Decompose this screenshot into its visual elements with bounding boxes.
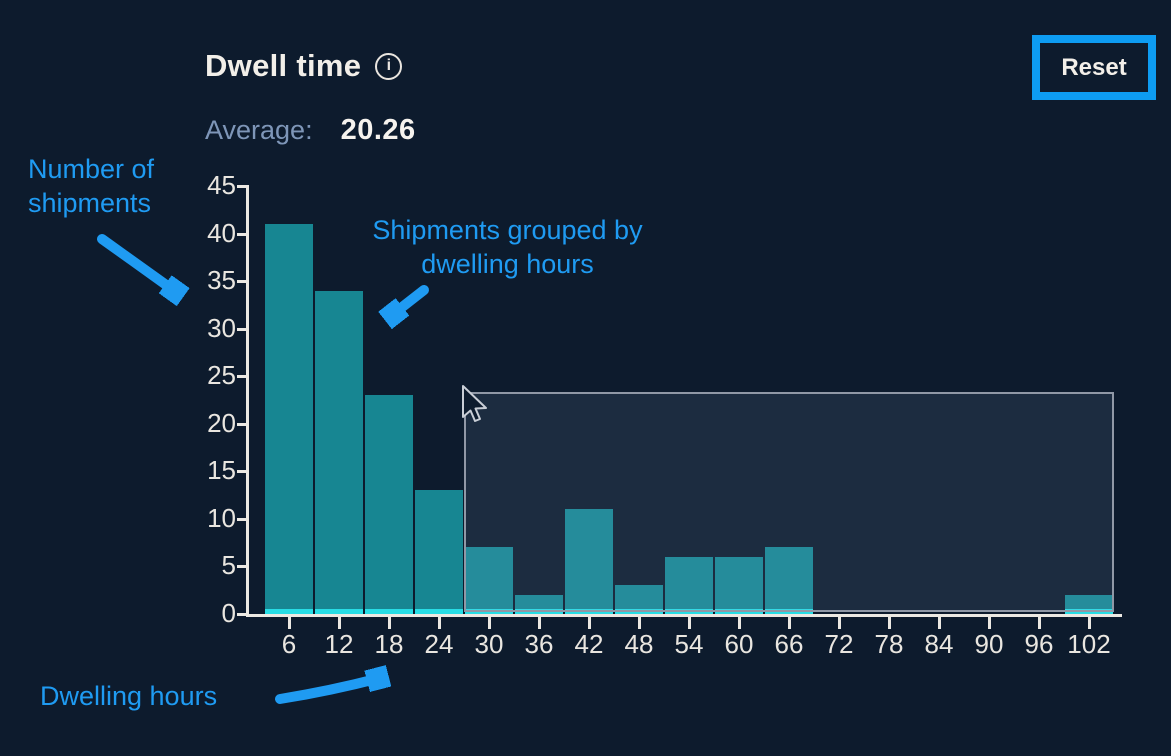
x-axis-label: 84 xyxy=(914,629,964,660)
histogram-bar[interactable] xyxy=(415,490,463,614)
histogram-bar[interactable] xyxy=(265,224,313,614)
y-axis-label: 40 xyxy=(140,218,236,249)
x-axis-tick xyxy=(588,617,591,629)
x-axis-annotation: Dwelling hours xyxy=(40,679,217,713)
x-axis-tick xyxy=(888,617,891,629)
y-axis-tick xyxy=(237,470,248,473)
y-axis-label: 30 xyxy=(140,313,236,344)
y-axis-tick xyxy=(237,613,248,616)
y-axis-tick xyxy=(237,565,248,568)
x-axis-tick xyxy=(688,617,691,629)
x-axis-label: 30 xyxy=(464,629,514,660)
chart-header: Dwell time i xyxy=(205,48,402,84)
y-axis-line xyxy=(246,185,249,617)
x-axis-label: 6 xyxy=(264,629,314,660)
x-axis-label: 24 xyxy=(414,629,464,660)
x-axis-label: 102 xyxy=(1064,629,1114,660)
average-row: Average: 20.26 xyxy=(205,114,416,147)
x-axis-tick xyxy=(988,617,991,629)
x-axis-tick xyxy=(788,617,791,629)
x-axis-label: 96 xyxy=(1014,629,1064,660)
y-axis-label: 15 xyxy=(140,455,236,486)
x-axis-tick xyxy=(1088,617,1091,629)
x-axis-tick xyxy=(288,617,291,629)
y-axis-tick xyxy=(237,233,248,236)
x-axis-tick xyxy=(488,617,491,629)
x-axis-label: 72 xyxy=(814,629,864,660)
y-axis-tick xyxy=(237,328,248,331)
x-axis-tick xyxy=(638,617,641,629)
x-axis-label: 78 xyxy=(864,629,914,660)
x-axis-tick xyxy=(338,617,341,629)
x-axis-tick xyxy=(388,617,391,629)
x-axis-tick xyxy=(838,617,841,629)
x-axis-tick xyxy=(938,617,941,629)
reset-button[interactable]: Reset xyxy=(1032,35,1156,100)
y-axis-tick xyxy=(237,518,248,521)
x-axis-label: 12 xyxy=(314,629,364,660)
x-axis-label: 90 xyxy=(964,629,1014,660)
y-axis-label: 5 xyxy=(140,550,236,581)
info-icon[interactable]: i xyxy=(375,53,402,80)
x-axis-tick xyxy=(1038,617,1041,629)
y-axis-label: 25 xyxy=(140,360,236,391)
y-axis-tick xyxy=(237,375,248,378)
histogram-bar[interactable] xyxy=(365,395,413,614)
average-label: Average: xyxy=(205,115,313,146)
x-axis-label: 54 xyxy=(664,629,714,660)
x-axis-tick xyxy=(738,617,741,629)
x-axis-label: 18 xyxy=(364,629,414,660)
histogram-chart[interactable]: 6121824303642485460667278849096102051015… xyxy=(0,0,1171,756)
x-axis-tick xyxy=(538,617,541,629)
y-axis-label: 0 xyxy=(140,598,236,629)
drag-selection-region[interactable] xyxy=(464,392,1114,612)
histogram-bar[interactable] xyxy=(315,291,363,614)
y-axis-annotation: Number of shipments xyxy=(28,152,154,220)
x-axis-label: 66 xyxy=(764,629,814,660)
y-axis-label: 10 xyxy=(140,503,236,534)
y-axis-label: 35 xyxy=(140,265,236,296)
x-axis-label: 60 xyxy=(714,629,764,660)
bars-annotation: Shipments grouped by dwelling hours xyxy=(345,213,670,281)
x-axis-label: 48 xyxy=(614,629,664,660)
average-value: 20.26 xyxy=(341,114,416,147)
y-axis-label: 20 xyxy=(140,408,236,439)
x-axis-tick xyxy=(438,617,441,629)
y-axis-tick xyxy=(237,185,248,188)
y-axis-label: 45 xyxy=(140,170,236,201)
y-axis-tick xyxy=(237,423,248,426)
x-axis-label: 42 xyxy=(564,629,614,660)
page-title: Dwell time xyxy=(205,48,361,84)
x-axis-label: 36 xyxy=(514,629,564,660)
y-axis-tick xyxy=(237,280,248,283)
